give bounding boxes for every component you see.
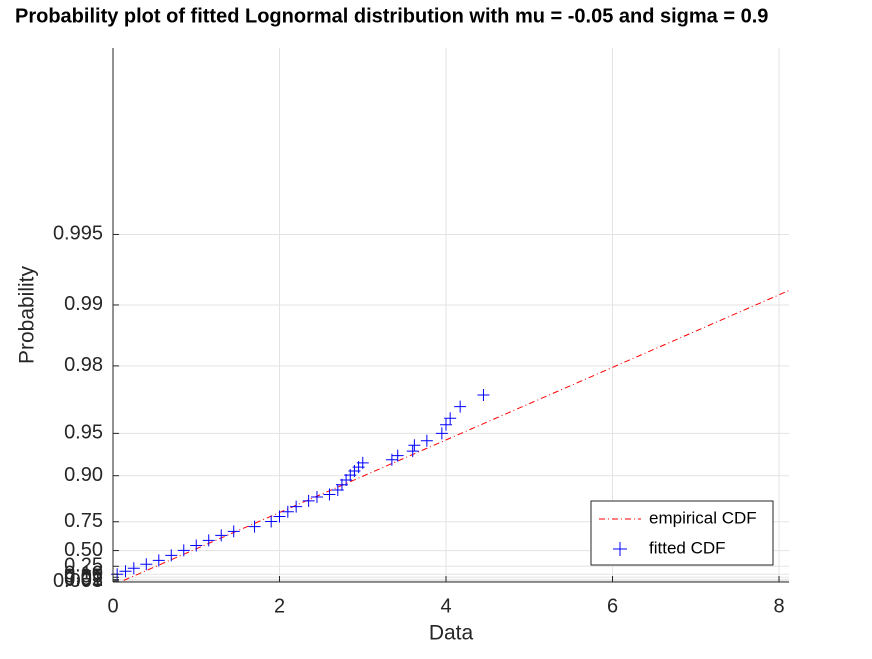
data-point [281, 505, 294, 518]
legend-marker [613, 542, 627, 556]
data-point [420, 434, 433, 447]
data-point [215, 529, 228, 542]
y-tick-label: 0.95 [64, 422, 103, 444]
data-point [302, 494, 315, 507]
y-tick-label: 0.995 [53, 223, 103, 245]
data-point [440, 418, 453, 431]
data-point [265, 515, 278, 528]
data-point [310, 491, 323, 504]
legend: empirical CDF fitted CDF [590, 500, 774, 566]
y-tick-label: 0.25 [64, 555, 103, 577]
y-tick-label: 0.98 [64, 354, 103, 376]
data-point [152, 554, 165, 567]
data-point [435, 427, 448, 440]
reference-line [123, 290, 790, 581]
legend-label: empirical CDF [649, 508, 757, 527]
x-tick-label: 0 [107, 595, 118, 617]
data-point [391, 449, 404, 462]
data-point [454, 400, 467, 413]
y-tick-label: 0.01 [64, 569, 103, 591]
data-point [444, 412, 457, 425]
data-point [356, 456, 369, 469]
data-point [177, 544, 190, 557]
x-tick-label: 4 [440, 595, 451, 617]
y-tick-label: 0.02 [64, 568, 103, 590]
y-tick-label: 0.75 [64, 510, 103, 532]
y-tick-label: 0.99 [64, 293, 103, 315]
data-point [248, 520, 261, 533]
data-point [190, 539, 203, 552]
legend-box [590, 500, 774, 566]
data-point [323, 488, 336, 501]
data-point [127, 562, 140, 575]
x-tick-label: 6 [607, 595, 618, 617]
y-tick-label: 0.005 [53, 570, 103, 592]
data-point [273, 510, 286, 523]
x-tick-label: 2 [274, 595, 285, 617]
data-point [140, 558, 153, 571]
legend-label: fitted CDF [649, 538, 726, 557]
y-tick-label: 0.90 [64, 464, 103, 486]
x-tick-label: 8 [773, 595, 784, 617]
data-point [408, 439, 421, 452]
data-point [406, 445, 419, 458]
data-point [165, 549, 178, 562]
y-tick-label: 0.10 [64, 562, 103, 584]
data-point [227, 525, 240, 538]
data-point [119, 565, 132, 578]
data-point [477, 388, 490, 401]
data-point [202, 534, 215, 547]
x-axis-label: Data [429, 622, 474, 645]
y-axis-label: Probability [16, 265, 39, 364]
plot-area [111, 290, 790, 581]
y-tick-label: 0.50 [64, 539, 103, 561]
chart-title: Probability plot of fitted Lognormal dis… [15, 5, 768, 27]
data-point [290, 500, 303, 513]
y-tick-label: 0.05 [64, 566, 103, 588]
